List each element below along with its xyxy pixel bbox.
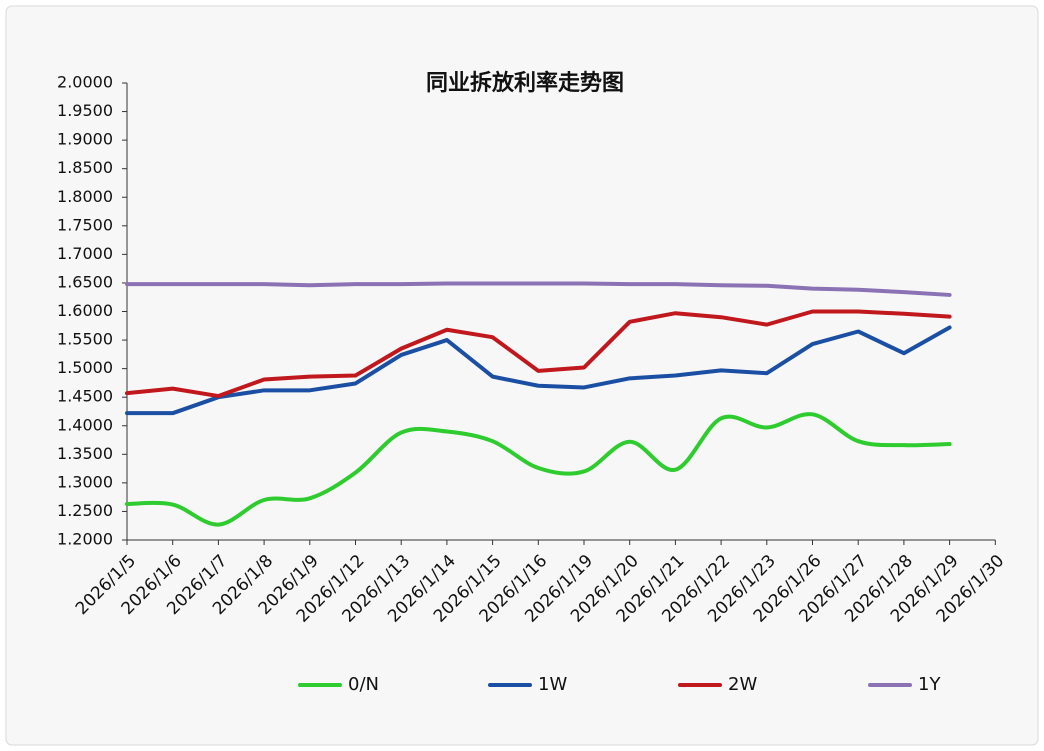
y-tick-label: 1.2000 bbox=[57, 530, 113, 549]
legend-label: 1W bbox=[538, 674, 567, 695]
legend-label: 2W bbox=[728, 674, 757, 695]
chart-background bbox=[5, 5, 1039, 746]
series-line bbox=[125, 309, 952, 399]
series-line bbox=[125, 325, 952, 416]
legend-label: 1Y bbox=[918, 674, 941, 695]
y-tick-label: 1.4500 bbox=[57, 387, 113, 406]
y-tick-label: 1.7000 bbox=[57, 244, 113, 263]
series-line bbox=[125, 412, 952, 527]
y-tick-label: 1.3500 bbox=[57, 444, 113, 463]
y-tick-label: 1.6500 bbox=[57, 272, 113, 291]
y-tick-label: 1.6000 bbox=[57, 301, 113, 320]
legend-label: 0/N bbox=[348, 674, 379, 695]
y-tick-label: 2.0000 bbox=[57, 73, 113, 92]
y-tick-label: 1.9000 bbox=[57, 130, 113, 149]
y-tick-label: 1.4000 bbox=[57, 415, 113, 434]
y-tick-label: 1.3000 bbox=[57, 472, 113, 491]
y-tick-label: 1.8500 bbox=[57, 158, 113, 177]
y-tick-label: 1.7500 bbox=[57, 215, 113, 234]
y-tick-label: 1.5000 bbox=[57, 358, 113, 377]
y-tick-label: 1.9500 bbox=[57, 101, 113, 120]
y-tick-label: 1.2500 bbox=[57, 501, 113, 520]
y-tick-label: 1.5500 bbox=[57, 330, 113, 349]
series-line bbox=[125, 281, 952, 297]
y-tick-label: 1.8000 bbox=[57, 187, 113, 206]
chart-title: 同业拆放利率走势图 bbox=[426, 70, 624, 96]
